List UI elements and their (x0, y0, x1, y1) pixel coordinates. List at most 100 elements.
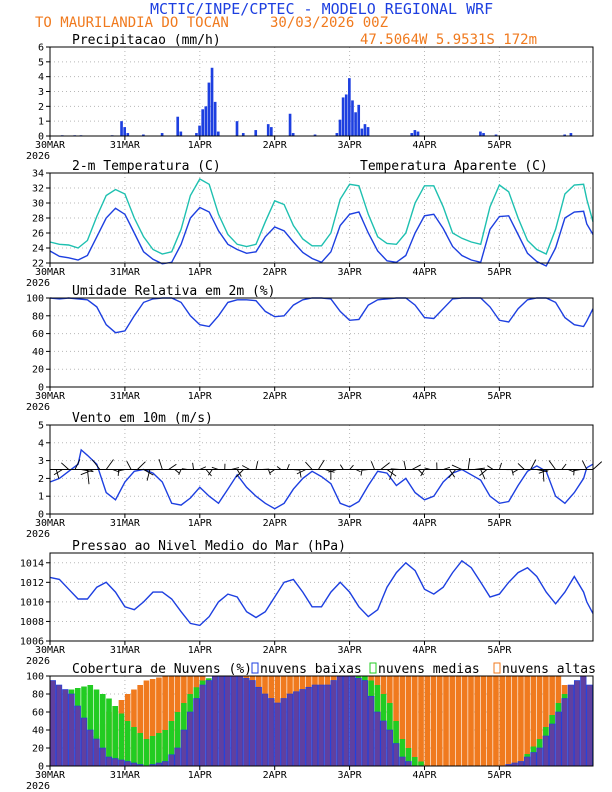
cloud-bar-medium (418, 761, 424, 766)
wind-vector (517, 463, 525, 470)
wind-vector (143, 469, 154, 476)
wind-vector (80, 469, 94, 476)
x-year-label: 2026 (26, 278, 50, 289)
precip-bar (198, 125, 201, 136)
x-tick-label: 30MAR (35, 140, 66, 151)
wind-vector (305, 461, 313, 470)
cloud-bar-low (517, 761, 525, 767)
x-tick-label: 1APR (188, 391, 213, 402)
cloud-bar-high (486, 676, 493, 766)
y-tick-label: 34 (32, 169, 44, 180)
y-tick-label: 22 (32, 259, 44, 270)
wind-vector (299, 469, 302, 478)
x-tick-label: 2APR (263, 267, 288, 278)
cloud-bar-high (530, 676, 537, 766)
legend-apparent-temperature: Temperatura Aparente (C) (360, 159, 548, 174)
panel-temp: 22 24 26 28 30 32 34 30MAR 31MAR 1APR 2APR 3APR 4APR… (26, 159, 594, 289)
cloud-bar-low (361, 680, 368, 767)
y-tick-label: 80 (32, 311, 44, 322)
cloud-bar-high (524, 676, 530, 766)
legend-label: nuvens altas (502, 662, 596, 677)
y-tick-label: 0 (38, 762, 44, 773)
cloud-bar-low (99, 747, 106, 767)
cloud-bar-high (493, 676, 499, 766)
y-tick-label: 32 (32, 184, 44, 195)
panel-title: 2-m Temperatura (C) (72, 159, 221, 174)
y-tick-label: 3 (38, 456, 44, 467)
x-tick-label: 1APR (188, 518, 213, 529)
precip-bar (354, 112, 357, 136)
x-tick-label: 1APR (188, 267, 213, 278)
cloud-bar-high (418, 676, 424, 766)
cloud-bar-low (555, 711, 562, 767)
wind-vector (386, 469, 397, 477)
y-tick-label: 28 (32, 214, 44, 225)
precip-bar (360, 128, 364, 136)
cloud-bar-high (399, 676, 406, 766)
cloud-bar-high (143, 680, 150, 766)
cloud-bar-medium (112, 706, 119, 766)
wind-vector (548, 460, 556, 470)
cloud-bar-low (580, 675, 587, 767)
panel-title: Cobertura de Nuvens (%) (72, 662, 252, 677)
wind-vector (467, 458, 471, 470)
wind-vector (91, 459, 101, 470)
precip-bar (179, 131, 183, 136)
apparent-temperature-line (49, 178, 594, 255)
wind-vector (561, 463, 567, 470)
wind-vector (511, 469, 514, 476)
x-tick-label: 31MAR (110, 140, 141, 151)
cloud-bar-low (243, 677, 250, 767)
wind-vector (360, 469, 363, 476)
y-tick-label: 100 (26, 294, 44, 305)
wind-vector (324, 469, 335, 473)
panel-pressure: 1006 1008 1010 1012 1014 30MAR 31MAR 1APR 2APR 3A… (20, 539, 594, 667)
precip-bar (416, 131, 420, 136)
wind-vector (168, 463, 177, 470)
x-tick-label: 30MAR (35, 267, 66, 278)
cloud-bar-high (505, 676, 512, 766)
y-tick-label: 0 (38, 383, 44, 394)
wind-vector (592, 461, 603, 470)
cloud-bar-high (480, 676, 487, 766)
wind-vector (205, 469, 212, 477)
wind-vector (581, 460, 588, 470)
cloud-bar-low (230, 675, 237, 767)
cloud-bar-low (293, 691, 300, 767)
cloud-bar-low (386, 729, 393, 767)
precip-bar (410, 133, 414, 136)
panel-title: Vento em 10m (m/s) (72, 411, 213, 426)
x-tick-label: 4APR (412, 770, 437, 781)
cloud-bar-low (180, 729, 187, 767)
wind-vector (276, 466, 282, 470)
cloud-bar-low (74, 705, 81, 767)
y-tick-label: 4 (38, 438, 44, 449)
wind-vector (349, 464, 354, 470)
cloud-bar-low (349, 675, 356, 767)
wind-vector (317, 459, 325, 470)
precip-bar (348, 78, 351, 136)
wind-vector (236, 469, 242, 477)
wind-vector (255, 461, 259, 470)
x-tick-label: 30MAR (35, 645, 66, 656)
cloud-bar-high (449, 676, 456, 766)
precip-bar (335, 133, 339, 136)
cloud-bar-medium (412, 757, 418, 766)
precip-bar (366, 127, 370, 136)
cloud-bar-high (156, 677, 162, 766)
y-tick-label: 5 (38, 421, 44, 432)
wind-vector (146, 469, 151, 481)
cloud-bar-low (280, 698, 287, 767)
precip-bar (201, 109, 205, 136)
cloud-bar-low (336, 675, 344, 767)
precip-bar (363, 124, 367, 136)
wind-vector (403, 460, 407, 470)
y-tick-label: 80 (32, 690, 44, 701)
wind-vector (207, 469, 213, 476)
legend-swatch (369, 662, 377, 674)
cloud-bar-low (68, 693, 75, 767)
wind-vector (380, 462, 390, 470)
y-tick-label: 4 (38, 72, 44, 83)
precip-bar (254, 130, 258, 136)
y-tick-label: 60 (32, 329, 44, 340)
